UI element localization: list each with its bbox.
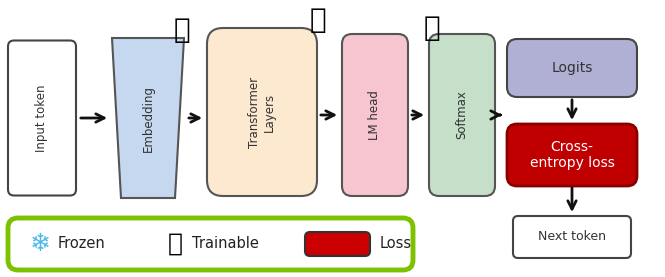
FancyBboxPatch shape: [305, 232, 370, 256]
Text: Cross-
entropy loss: Cross- entropy loss: [529, 140, 614, 170]
Polygon shape: [112, 38, 184, 198]
Text: ❄: ❄: [29, 232, 51, 256]
Text: Embedding: Embedding: [142, 84, 154, 152]
Text: Trainable: Trainable: [192, 237, 259, 252]
Text: 🔥: 🔥: [174, 16, 190, 44]
Text: 🔥: 🔥: [168, 232, 182, 256]
Text: Input token: Input token: [35, 84, 49, 152]
FancyBboxPatch shape: [429, 34, 495, 196]
Text: Logits: Logits: [551, 61, 593, 75]
Text: Softmax: Softmax: [456, 91, 469, 139]
FancyBboxPatch shape: [513, 216, 631, 258]
Text: Next token: Next token: [538, 230, 606, 243]
FancyBboxPatch shape: [342, 34, 408, 196]
FancyBboxPatch shape: [8, 40, 76, 196]
Text: LM head: LM head: [368, 90, 382, 140]
FancyBboxPatch shape: [507, 39, 637, 97]
Text: 🔥: 🔥: [310, 6, 327, 34]
Text: Frozen: Frozen: [58, 237, 106, 252]
Text: Transformer
Layers: Transformer Layers: [248, 76, 276, 148]
FancyBboxPatch shape: [207, 28, 317, 196]
Text: Loss: Loss: [380, 237, 412, 252]
FancyBboxPatch shape: [507, 124, 637, 186]
FancyBboxPatch shape: [8, 218, 413, 270]
Text: 🔥: 🔥: [424, 14, 440, 42]
